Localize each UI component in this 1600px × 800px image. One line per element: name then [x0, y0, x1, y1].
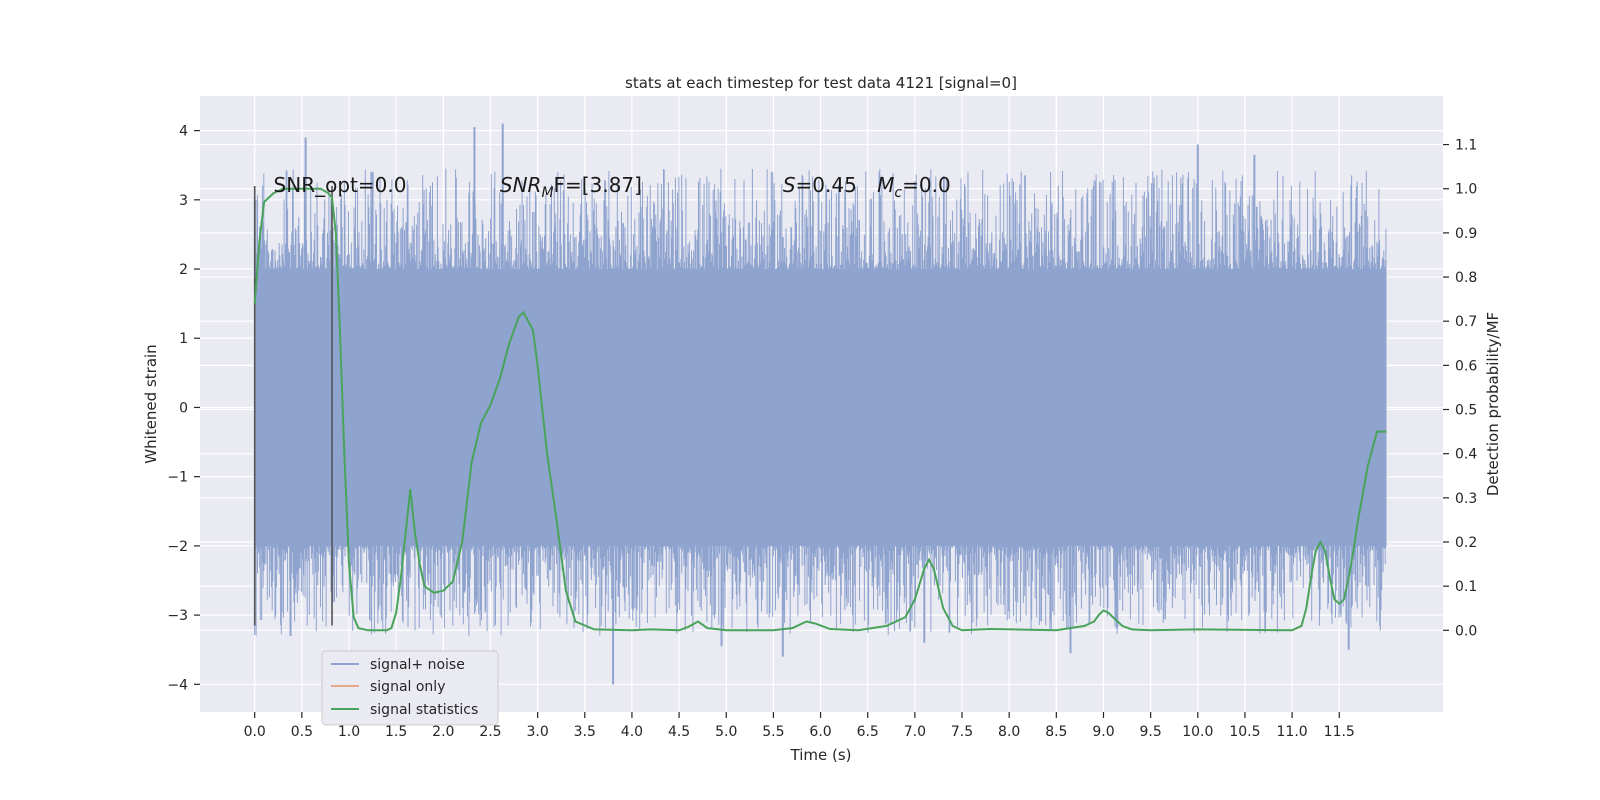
x-tick-label-0: 0.0	[244, 724, 266, 740]
right-y-axis: 0.0 0.1 0.2 0.3 0.4 0.5 0.6 0.7 0.8 0.9 1.0 1.1	[1443, 138, 1477, 639]
y-right-tick-label-1: 0.1	[1455, 579, 1477, 595]
x-tick-label-4: 2.0	[432, 724, 454, 740]
x-tick-label-15: 7.5	[951, 724, 973, 740]
y-left-tick-label-1: −3	[167, 608, 188, 624]
annotation-mc-value: =0.0	[902, 173, 951, 197]
x-tick-label-9: 4.5	[668, 724, 690, 740]
x-tick-label-22: 11.0	[1277, 724, 1308, 740]
x-tick-label-3: 1.5	[385, 724, 407, 740]
x-tick-label-7: 3.5	[574, 724, 596, 740]
y-right-tick-label-9: 0.9	[1455, 226, 1477, 242]
x-axis-label: Time (s)	[790, 746, 852, 764]
x-tick-label-2: 1.0	[338, 724, 360, 740]
annotation-mc-symbol: M	[877, 173, 894, 197]
y-right-tick-label-11: 1.1	[1455, 138, 1477, 154]
x-tick-label-23: 11.5	[1324, 724, 1355, 740]
legend-entry-signal-only: signal only	[370, 679, 445, 695]
y-axis-label-left: Whitened strain	[142, 344, 160, 463]
y-right-tick-label-8: 0.8	[1455, 270, 1477, 286]
annotation-mc: Mc=0.0	[877, 173, 951, 201]
annotation-snr-mf: SNRMF=[3.87]	[500, 173, 642, 201]
legend-entry-signal-plus-noise: signal+ noise	[370, 657, 465, 673]
x-tick-label-20: 10.0	[1182, 724, 1213, 740]
x-tick-label-14: 7.0	[904, 724, 926, 740]
y-right-tick-label-2: 0.2	[1455, 535, 1477, 551]
series-line-signal-statistics	[253, 187, 1387, 632]
legend-box	[321, 650, 499, 726]
annotation-s-value: =0.45	[796, 173, 857, 197]
vertical-markers	[253, 185, 333, 626]
annotation-s: S=0.45	[783, 173, 857, 197]
annotation-mc-subscript: c	[894, 185, 902, 201]
y-axis-label-right: Detection probability/MF	[1484, 312, 1502, 496]
y-left-tick-label-8: 4	[179, 124, 188, 140]
x-tick-label-21: 10.5	[1229, 724, 1260, 740]
y-right-tick-label-10: 1.0	[1455, 182, 1477, 198]
x-tick-label-13: 6.5	[857, 724, 879, 740]
x-tick-label-17: 8.5	[1045, 724, 1067, 740]
y-left-tick-label-5: 1	[179, 331, 188, 347]
legend-entry-signal-statistics: signal statistics	[370, 702, 478, 718]
annotation-s-symbol: S	[783, 173, 796, 197]
x-axis: 0.0 0.5 1.0 1.5 2.0 2.5 3.0 3.5 4.0 4.5 5.0 5.5 6.0 6…	[244, 712, 1355, 740]
x-tick-label-6: 3.0	[526, 724, 548, 740]
y-right-tick-label-0: 0.0	[1455, 623, 1477, 639]
x-tick-label-5: 2.5	[479, 724, 501, 740]
y-right-tick-label-7: 0.7	[1455, 314, 1477, 330]
y-right-tick-label-3: 0.3	[1455, 491, 1477, 507]
x-tick-label-18: 9.0	[1092, 724, 1114, 740]
x-tick-label-1: 0.5	[291, 724, 313, 740]
x-tick-label-10: 5.0	[715, 724, 737, 740]
x-tick-label-16: 8.0	[998, 724, 1020, 740]
annotation-snr-opt: SNR_opt=0.0	[274, 173, 407, 197]
y-left-tick-label-7: 3	[179, 193, 188, 209]
y-left-tick-label-2: −2	[167, 539, 188, 555]
y-left-tick-label-6: 2	[179, 262, 188, 278]
annotation-snr-mf-symbol: SNR	[500, 173, 542, 197]
annotation-snr-mf-value: F=[3.87]	[554, 173, 642, 197]
y-right-tick-label-6: 0.6	[1455, 358, 1477, 374]
chart-title: stats at each timestep for test data 412…	[625, 74, 1017, 92]
y-right-tick-label-5: 0.5	[1455, 403, 1477, 419]
x-tick-label-11: 5.5	[762, 724, 784, 740]
y-right-tick-label-4: 0.4	[1455, 447, 1477, 463]
y-left-tick-label-3: −1	[167, 470, 188, 486]
y-left-tick-label-4: 0	[179, 400, 188, 416]
x-tick-label-19: 9.5	[1140, 724, 1162, 740]
noise-series-signal-plus-noise	[254, 123, 1387, 685]
x-tick-label-12: 6.0	[809, 724, 831, 740]
left-y-axis: −4 −3 −2 −1 0 1 2 3 4	[167, 124, 200, 693]
annotation-snr-mf-subscript: M	[541, 185, 553, 201]
x-tick-label-8: 4.0	[621, 724, 643, 740]
legend: signal+ noise signal only signal statist…	[321, 650, 499, 726]
y-left-tick-label-0: −4	[167, 677, 188, 693]
